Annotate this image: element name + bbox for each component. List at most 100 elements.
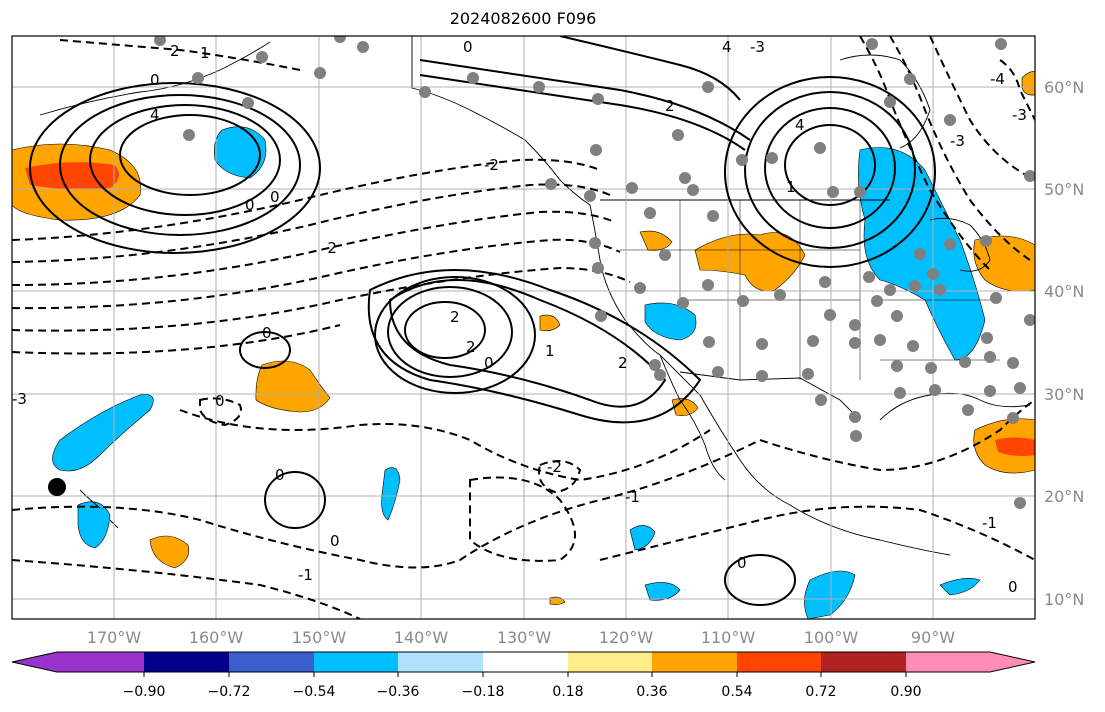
fill-blue-bering — [214, 126, 267, 179]
contour-label: 0 — [463, 38, 473, 56]
lon-label: 100°W — [804, 628, 859, 647]
colorbar-extend-left — [12, 652, 57, 672]
fill-blue-caribbean — [939, 578, 981, 596]
lat-label: 50°N — [1044, 180, 1084, 199]
fill-red-gulf — [995, 437, 1035, 456]
colorbar-tick-label: −0.72 — [208, 684, 251, 700]
fill-red-aleutian — [25, 162, 119, 190]
fill-orange-ne — [1021, 71, 1035, 96]
contour-label: -2 — [547, 458, 562, 476]
contour-label: 0 — [484, 354, 494, 372]
contour-label: 1 — [200, 44, 210, 62]
colorbar-tick-label: 0.72 — [805, 684, 836, 700]
contour-label: -3 — [1012, 106, 1027, 124]
colorbar-segment — [229, 652, 314, 672]
colorbar-segment — [398, 652, 483, 672]
colorbar-tick-label: 0.18 — [552, 684, 583, 700]
fill-orange-utah — [639, 230, 673, 251]
colorbar-tick-label: −0.18 — [462, 684, 505, 700]
colorbar-tick-label: 0.36 — [636, 684, 667, 700]
contour-label: 0 — [245, 196, 255, 214]
lat-label: 60°N — [1044, 78, 1084, 97]
contour-label: 0 — [275, 466, 285, 484]
lat-label: 40°N — [1044, 282, 1084, 301]
state-lines — [620, 200, 1000, 380]
fill-blue-hawaii-1 — [52, 394, 154, 472]
contour-label: 4 — [795, 116, 805, 134]
colorbar-tick-label: −0.36 — [377, 684, 420, 700]
colorbar-tick-label: −0.54 — [293, 684, 336, 700]
contour-label: 2 — [618, 354, 628, 372]
contour-label: -3 — [750, 38, 765, 56]
contour-label: -1 — [298, 566, 313, 584]
fill-blue-east-pacific — [381, 467, 401, 521]
lat-label: 30°N — [1044, 385, 1084, 404]
gridlines — [12, 36, 1035, 619]
coastline-alaska — [411, 36, 951, 556]
contour-label: 2 — [450, 308, 460, 326]
lon-label: 120°W — [599, 628, 654, 647]
fill-orange-ontario — [973, 235, 1035, 292]
station-markers — [154, 36, 1035, 509]
coastline-mexico — [659, 354, 726, 481]
latitude-labels: 60°N 50°N 40°N 30°N 20°N 10°N — [1044, 78, 1084, 609]
contour-label: 0 — [270, 188, 280, 206]
lon-label: 140°W — [394, 628, 449, 647]
colorbar: −0.90 −0.72 −0.54 −0.36 −0.18 0.18 0.36 … — [11, 651, 1036, 700]
fill-blue-hawaii-2 — [77, 501, 111, 549]
contour-label: 2 — [665, 97, 675, 115]
contour-label: 0 — [737, 554, 747, 572]
colorbar-segment — [483, 652, 568, 672]
contour-label: 0 — [1008, 578, 1018, 596]
contour-label: -3 — [12, 390, 27, 408]
colorbar-segment — [144, 652, 229, 672]
lat-label: 10°N — [1044, 590, 1084, 609]
dashed-contours — [12, 36, 1035, 619]
contour-label: -1 — [982, 514, 997, 532]
contour-label: 1 — [545, 342, 555, 360]
colorbar-ticks — [143, 672, 907, 677]
contour-label: -2 — [322, 239, 337, 257]
map-title: 2024082600 F096 — [449, 9, 597, 28]
solid-contours — [29, 36, 936, 606]
contour-label: -3 — [950, 132, 965, 150]
fill-blue-socal — [644, 302, 697, 341]
colorbar-extend-right — [990, 652, 1035, 672]
fill-blue-east-pac-2 — [644, 582, 681, 601]
lon-label: 110°W — [701, 628, 756, 647]
contour-label: 1 — [786, 178, 796, 196]
fill-blue-10n — [804, 570, 856, 619]
lon-label: 130°W — [497, 628, 552, 647]
fill-orange-offshore — [539, 314, 561, 332]
colorbar-tick-label: 0.54 — [721, 684, 752, 700]
contour-label: 4 — [722, 38, 732, 56]
contour-label: 0 — [262, 324, 272, 342]
map-frame — [11, 35, 1036, 620]
contour-label: -4 — [990, 70, 1005, 88]
colorbar-tick-label: −0.90 — [123, 684, 166, 700]
colorbar-segment — [314, 652, 398, 672]
contour-label: 0 — [330, 532, 340, 550]
colorbar-segment — [568, 652, 652, 672]
colorbar-outline — [11, 651, 1036, 673]
fill-blue-mexico-coast — [629, 525, 656, 551]
fill-orange-pacific — [255, 360, 331, 413]
contour-label: 4 — [150, 106, 160, 124]
colorbar-segment — [652, 652, 737, 672]
hudson-bay — [839, 54, 931, 149]
colorbar-segment — [821, 652, 906, 672]
reference-point-marker — [48, 478, 66, 496]
contour-label: -1 — [625, 488, 640, 506]
contour-label: -2 — [484, 156, 499, 174]
contour-labels: 4 2 1 0 0 0 -2 -2 0 2 4 4 1 2 2 1 0 2 0 … — [12, 38, 1027, 596]
lon-label: 160°W — [189, 628, 244, 647]
contour-label: 2 — [466, 338, 476, 356]
colorbar-segment — [57, 652, 144, 672]
lon-label: 150°W — [292, 628, 347, 647]
contour-label: 0 — [150, 71, 160, 89]
lon-label: 170°W — [87, 628, 142, 647]
lon-label: 90°W — [911, 628, 955, 647]
colorbar-segment — [906, 652, 990, 672]
lat-label: 20°N — [1044, 487, 1084, 506]
